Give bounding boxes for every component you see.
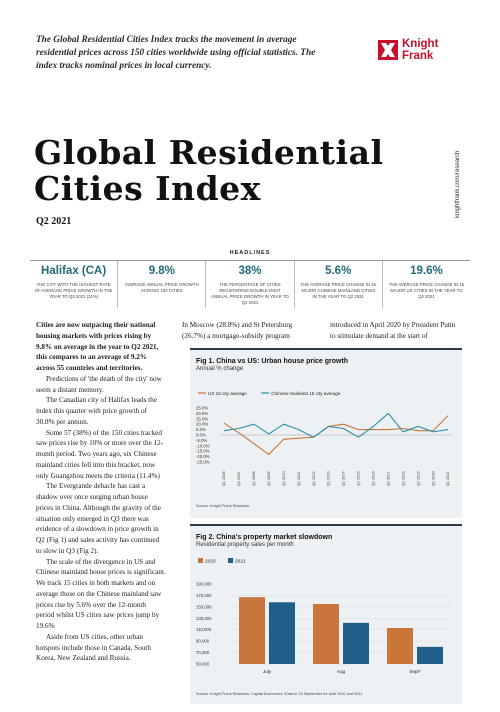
x-tick-label: Q1 2018	[401, 471, 405, 486]
y-tick-label: 0.0%	[196, 433, 206, 438]
headline-desc: AVERAGE ANNUAL PRICE GROWTH ACROSS 150 C…	[124, 282, 199, 293]
headlines-label: HEADLINES	[229, 250, 271, 256]
x-tick-label: Q1 2007	[237, 471, 241, 486]
headline-item: 5.6% THE AVERAGE PRICE CHANGE IN 15 MAJO…	[293, 261, 382, 308]
headline-desc: THE AVERAGE PRICE CHANGE IN 15 MAJOR US …	[388, 282, 465, 299]
headline-item: 19.6% THE AVERAGE PRICE CHANGE IN 15 MAJ…	[381, 261, 470, 308]
figure-1-title: Fig 1. China vs US: Urban house price gr…	[196, 358, 349, 365]
figure-2-title: Fig 2. China's property market slowdown	[196, 534, 333, 541]
y-tick-label: -10.0%	[196, 443, 210, 448]
y-tick-label: 20.0%	[196, 411, 208, 416]
headline-desc: THE PERCENTAGE OF CITIES REGISTERING DOU…	[211, 282, 289, 305]
legend-swatch	[198, 558, 203, 563]
sidebar-url: knightfrank.com/research	[455, 128, 467, 218]
y-tick-label: 50,000	[196, 662, 210, 667]
y-tick-label: -15.0%	[196, 449, 210, 454]
legend-label: Chinese mainland 15 city average	[271, 391, 341, 396]
legend-label: 2021	[235, 559, 246, 565]
body-column-1: Cities are now outpacing their national …	[36, 320, 166, 664]
x-tick-label: Q1 2011	[297, 472, 301, 486]
bar	[343, 622, 369, 664]
knight-frank-logo-icon	[378, 40, 398, 60]
headline-value: 19.6%	[410, 265, 443, 277]
bar	[417, 646, 443, 664]
figure-2-chart: 2020 2021 190,000 170,000 150,000 130,000 110,…	[196, 558, 452, 674]
bar	[387, 628, 413, 664]
headline-value: 5.6%	[325, 265, 352, 277]
headline-item: 38% THE PERCENTAGE OF CITIES REGISTERING…	[205, 261, 293, 308]
y-tick-label: 70,000	[196, 650, 210, 655]
y-tick-label: 15.0%	[196, 416, 208, 421]
y-tick-label: 170,000	[196, 593, 212, 598]
y-tick-label: -25.0%	[196, 460, 210, 465]
x-tick-label: Q1 2009	[267, 471, 271, 486]
legend-label: 2020	[205, 559, 216, 565]
body-column-3-text: introduced in April 2020 by President Pu…	[330, 321, 456, 340]
body-paragraph: Some 57 (38%) of the 150 cities tracked …	[36, 428, 164, 480]
x-tick-label: Q1 2015	[357, 471, 361, 486]
headline-desc: THE CITY WITH THE HIGHEST RATE OF AVERAG…	[34, 282, 113, 299]
y-tick-label: 110,000	[196, 627, 212, 632]
title-line2: Cities Index	[34, 169, 261, 208]
body-paragraph: The scale of the divergence in US and Ch…	[36, 557, 166, 631]
x-tick-label: Q1 2008	[252, 471, 256, 486]
figure-2-source: Source: Knight Frank Research, Capital E…	[196, 692, 363, 696]
y-tick-label: 5.0%	[196, 427, 206, 432]
figure-1: Fig 1. China vs US: Urban house price gr…	[190, 348, 462, 518]
headline-desc: THE AVERAGE PRICE CHANGE IN 15 MAJOR CHI…	[300, 282, 376, 299]
quarter-label: Q2 2021	[36, 216, 72, 227]
x-tick-label: Q1 2021	[446, 471, 450, 486]
headline-item: 9.8% AVERAGE ANNUAL PRICE GROWTH ACROSS …	[117, 261, 205, 308]
y-tick-label: -5.0%	[196, 438, 207, 443]
lead-paragraph: Cities are now outpacing their national …	[36, 321, 159, 372]
y-tick-label: -20.0%	[196, 454, 210, 459]
x-tick-label: Q1 2019	[416, 471, 420, 486]
headline-item: Halifax (CA) THE CITY WITH THE HIGHEST R…	[30, 261, 117, 308]
brand-line1: Knight	[402, 38, 439, 50]
x-tick-label: Q1 2010	[282, 471, 286, 486]
y-tick-label: 90,000	[196, 639, 210, 644]
figure-2-subtitle: Residential property sales per month	[196, 542, 294, 548]
brand-line2: Frank	[402, 50, 434, 62]
y-tick-label: 150,000	[196, 604, 212, 609]
x-tick-label: Sept*	[409, 669, 420, 674]
figure-1-chart: US 15 city average Chinese mainland 15 ci…	[196, 391, 452, 486]
body-paragraph: Predictions of 'the death of the city' n…	[36, 374, 162, 394]
body-paragraph: The Evergrande debacle has cast a shadow…	[36, 482, 161, 555]
x-tick-label: Q1 2020	[431, 471, 435, 486]
y-tick-label: 25.0%	[196, 406, 208, 411]
legend-label: US 15 city average	[208, 391, 247, 396]
figure-1-subtitle: Annual % change	[196, 366, 244, 372]
x-tick-label: Q1 2014	[342, 471, 346, 486]
x-tick-label: Q1 2012	[312, 471, 316, 486]
bar	[269, 602, 295, 664]
body-paragraph: The Canadian city of Halifax leads the i…	[36, 396, 157, 426]
title-line1: Global Residential	[34, 133, 384, 172]
y-tick-label: 10.0%	[196, 422, 208, 427]
sidebar-url-text: knightfrank.com/research	[455, 150, 461, 218]
x-tick-label: Aug	[337, 669, 346, 674]
series-line	[223, 412, 449, 438]
body-paragraph: Aside from US cities, other urban hotspo…	[36, 632, 151, 663]
figure-2: Fig 2. China's property market slowdown …	[190, 524, 462, 704]
headline-value: 9.8%	[148, 265, 175, 277]
x-tick-label: July	[263, 669, 272, 674]
bar	[313, 604, 339, 664]
bar	[239, 597, 265, 664]
x-tick-label: Q1 2017	[386, 471, 390, 486]
headlines-row: Halifax (CA) THE CITY WITH THE HIGHEST R…	[30, 260, 470, 308]
y-tick-label: 130,000	[196, 616, 212, 621]
x-tick-label: Q1 2016	[372, 471, 376, 486]
figure-1-source: Source: Knight Frank Research	[196, 504, 249, 508]
page-title: Global Residential Cities Index	[34, 135, 414, 207]
headline-value: Halifax (CA)	[41, 265, 107, 277]
body-column-2-text: In Moscow (28.8%) and St Petersburg (26.…	[182, 321, 293, 340]
knight-frank-logo[interactable]: Knight Frank	[378, 38, 468, 64]
y-tick-label: 190,000	[196, 582, 212, 587]
x-tick-label: Q1 2006	[222, 471, 226, 486]
intro-text: The Global Residential Cities Index trac…	[36, 35, 316, 71]
x-tick-label: Q1 2013	[327, 471, 331, 486]
legend-swatch	[228, 558, 233, 563]
headline-value: 38%	[238, 265, 262, 277]
